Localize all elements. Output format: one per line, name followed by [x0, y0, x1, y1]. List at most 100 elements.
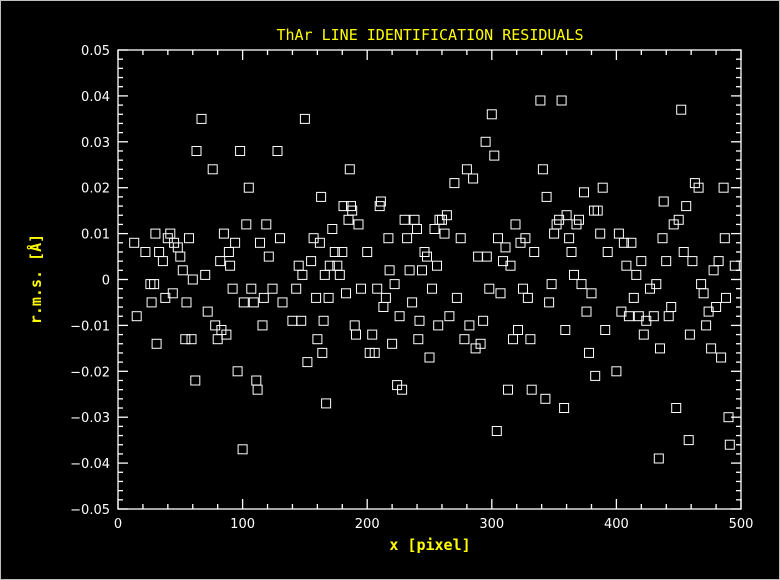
data-point	[187, 274, 198, 285]
data-point	[177, 265, 188, 276]
data-point	[318, 315, 329, 326]
data-point	[190, 375, 201, 386]
data-point	[505, 260, 516, 271]
x-tick-labels: 0 100 200 300 400 500	[114, 517, 754, 532]
data-point	[459, 334, 470, 345]
data-point	[297, 269, 308, 280]
x-tick-label: 0	[114, 517, 122, 532]
data-point	[235, 146, 246, 156]
data-point	[684, 329, 695, 340]
data-point	[312, 334, 323, 345]
data-point	[296, 315, 307, 326]
data-point	[597, 182, 608, 193]
data-point	[175, 251, 186, 262]
data-point	[655, 343, 665, 354]
data-point	[150, 228, 161, 239]
data-point	[267, 283, 278, 294]
data-point	[569, 269, 579, 280]
y-tick-label: 0.04	[81, 90, 110, 105]
data-point	[186, 334, 197, 345]
data-point	[196, 113, 207, 124]
data-point	[648, 311, 659, 322]
data-point	[661, 256, 672, 267]
data-point	[230, 237, 241, 248]
data-point	[323, 292, 334, 303]
x-tick-label: 500	[729, 517, 754, 532]
data-point	[611, 366, 622, 377]
data-point	[513, 325, 523, 335]
data-point	[559, 403, 570, 413]
data-point	[422, 251, 432, 262]
data-point	[549, 228, 560, 239]
data-point	[218, 228, 229, 239]
data-point	[444, 311, 455, 322]
data-point	[237, 444, 248, 455]
data-point	[449, 178, 460, 189]
data-point	[729, 260, 740, 271]
data-point	[520, 233, 531, 244]
data-point	[314, 237, 325, 248]
data-point	[486, 109, 497, 120]
data-point	[621, 260, 632, 271]
data-point	[626, 237, 637, 248]
data-point	[638, 329, 649, 340]
data-point	[402, 233, 413, 244]
data-point	[636, 256, 647, 267]
data-point	[387, 338, 398, 349]
data-point	[464, 320, 475, 331]
axis-ticks	[117, 49, 742, 510]
data-point	[225, 260, 236, 271]
data-point	[495, 288, 506, 299]
data-point	[522, 292, 533, 303]
data-point	[698, 288, 709, 299]
data-point	[180, 334, 191, 345]
data-point	[362, 247, 373, 257]
data-point	[529, 247, 540, 257]
data-point	[556, 95, 567, 106]
data-point	[716, 352, 727, 363]
data-point	[696, 279, 707, 290]
data-point	[324, 260, 335, 271]
data-point	[351, 329, 361, 340]
x-tick-label: 300	[479, 517, 504, 532]
data-point	[475, 338, 486, 349]
data-point	[508, 334, 518, 345]
data-point	[581, 306, 592, 317]
data-point	[384, 265, 395, 276]
y-tick-label: 0.01	[81, 228, 110, 243]
y-tick-labels: −0.05 −0.04 −0.03 −0.02 −0.01 0 0.01 0.02 0.03 0.…	[70, 44, 110, 518]
data-point	[341, 288, 351, 299]
chart-title: ThAr LINE IDENTIFICATION RESIDUALS	[276, 26, 583, 44]
data-point	[658, 196, 669, 207]
data-point	[241, 219, 252, 230]
data-point	[287, 315, 298, 326]
data-point	[510, 219, 521, 230]
data-point	[666, 302, 677, 312]
data-point	[526, 384, 537, 395]
data-point	[319, 269, 330, 280]
data-point	[441, 210, 452, 221]
data-point	[663, 311, 674, 322]
data-point	[414, 315, 425, 326]
data-point	[412, 224, 422, 234]
data-point	[321, 398, 332, 409]
data-point	[711, 302, 722, 312]
data-point	[613, 228, 624, 239]
data-point	[427, 283, 437, 294]
data-point	[623, 311, 634, 322]
data-point	[525, 334, 536, 345]
data-point	[397, 384, 408, 395]
y-tick-label: −0.04	[70, 457, 110, 472]
data-point	[369, 347, 380, 358]
data-point	[560, 325, 571, 335]
data-point	[657, 233, 668, 244]
data-point	[433, 320, 444, 331]
data-point	[706, 343, 717, 354]
data-point	[724, 439, 735, 450]
data-point	[687, 256, 698, 267]
data-point	[367, 329, 378, 340]
data-point	[628, 292, 639, 303]
data-point	[537, 164, 548, 175]
